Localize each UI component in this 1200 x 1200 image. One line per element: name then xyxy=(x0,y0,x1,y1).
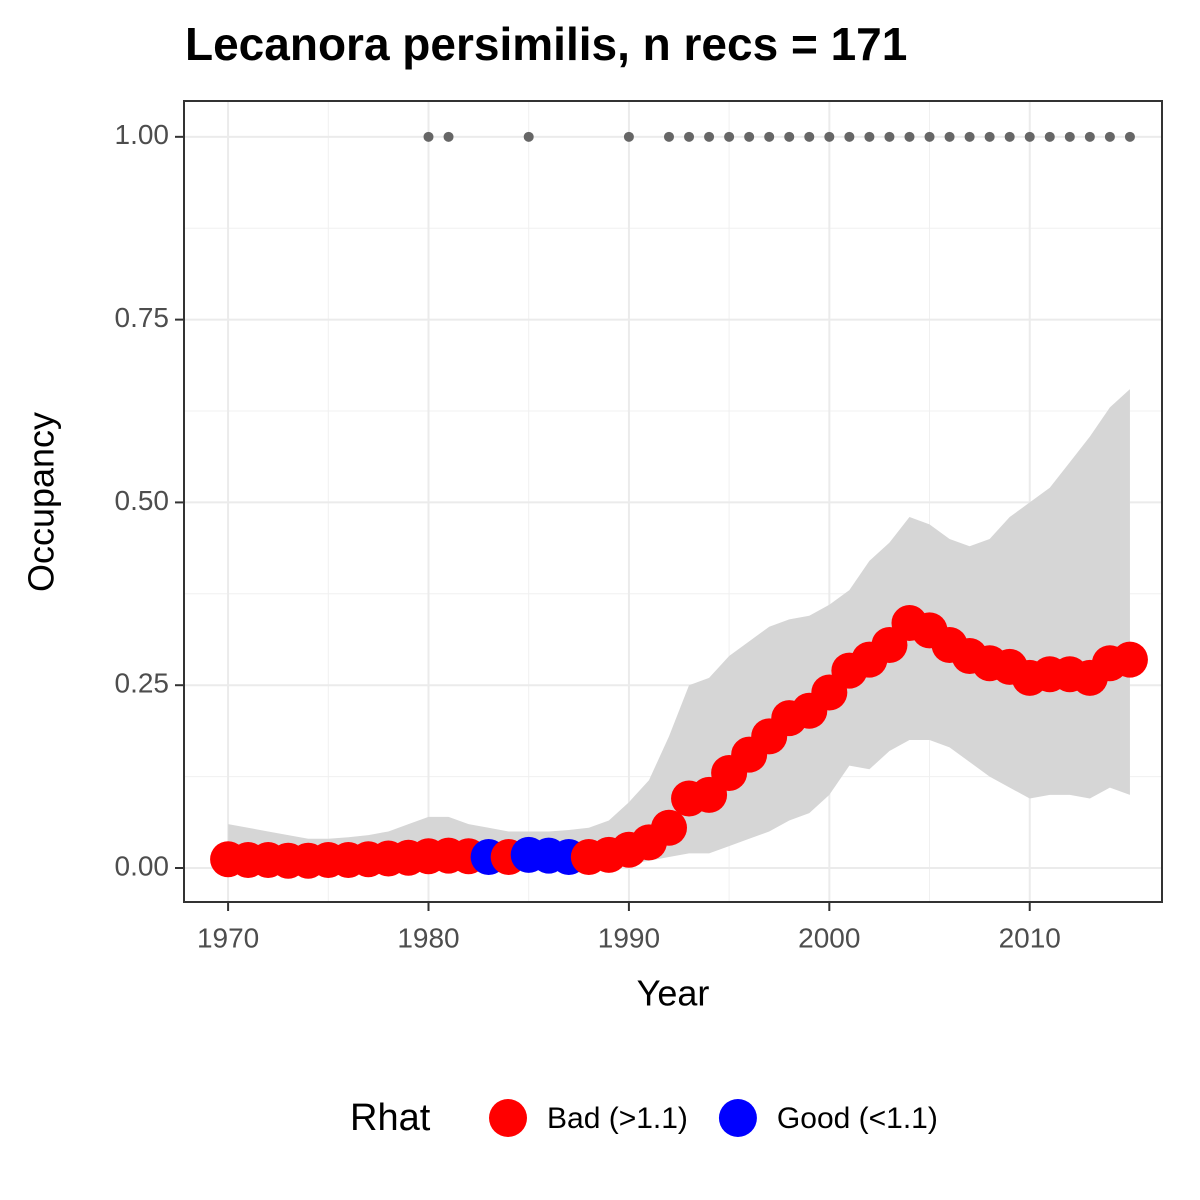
x-tick-label: 1990 xyxy=(598,922,660,953)
legend-key xyxy=(489,1099,527,1137)
record-dot xyxy=(984,131,995,142)
record-dot xyxy=(844,131,855,142)
record-dot xyxy=(523,131,534,142)
record-dot xyxy=(904,131,915,142)
occupancy-point xyxy=(1111,641,1148,678)
record-dot xyxy=(1024,131,1035,142)
record-dot xyxy=(784,131,795,142)
y-tick-label: 0.00 xyxy=(115,850,170,881)
chart-title: Lecanora persimilis, n recs = 171 xyxy=(185,18,907,70)
y-tick-label: 0.50 xyxy=(115,485,170,516)
record-dot xyxy=(684,131,695,142)
legend-label: Bad (>1.1) xyxy=(547,1102,688,1135)
y-axis-title: Occupancy xyxy=(21,412,62,592)
record-dot xyxy=(1044,131,1055,142)
record-dot xyxy=(944,131,955,142)
record-dot xyxy=(824,131,835,142)
legend-label: Good (<1.1) xyxy=(777,1102,938,1135)
record-dot xyxy=(1084,131,1095,142)
legend-key xyxy=(718,1099,757,1137)
record-dot xyxy=(764,131,775,142)
record-dot xyxy=(623,131,634,142)
record-dot xyxy=(423,131,434,142)
record-dot xyxy=(724,131,735,142)
legend-title: Rhat xyxy=(350,1097,431,1139)
record-dot xyxy=(443,131,454,142)
x-axis-title: Year xyxy=(637,973,710,1014)
record-dot xyxy=(964,131,975,142)
x-tick-label: 2010 xyxy=(999,922,1061,953)
y-tick-label: 0.75 xyxy=(115,302,170,333)
x-tick-label: 1980 xyxy=(397,922,459,953)
record-dot xyxy=(1124,131,1135,142)
record-dot xyxy=(804,131,815,142)
record-dot xyxy=(663,131,674,142)
record-dot xyxy=(1104,131,1115,142)
record-dot xyxy=(1004,131,1015,142)
panel-border xyxy=(183,100,1163,903)
record-dot xyxy=(884,131,895,142)
record-dot xyxy=(744,131,755,142)
record-dot xyxy=(924,131,935,142)
y-tick-label: 0.25 xyxy=(115,668,170,699)
record-dot xyxy=(864,131,875,142)
record-dot xyxy=(1064,131,1075,142)
occupancy-point xyxy=(650,809,687,846)
x-tick-label: 1970 xyxy=(197,922,259,953)
x-tick-label: 2000 xyxy=(798,922,860,953)
record-dot xyxy=(704,131,715,142)
y-tick-label: 1.00 xyxy=(115,119,170,150)
